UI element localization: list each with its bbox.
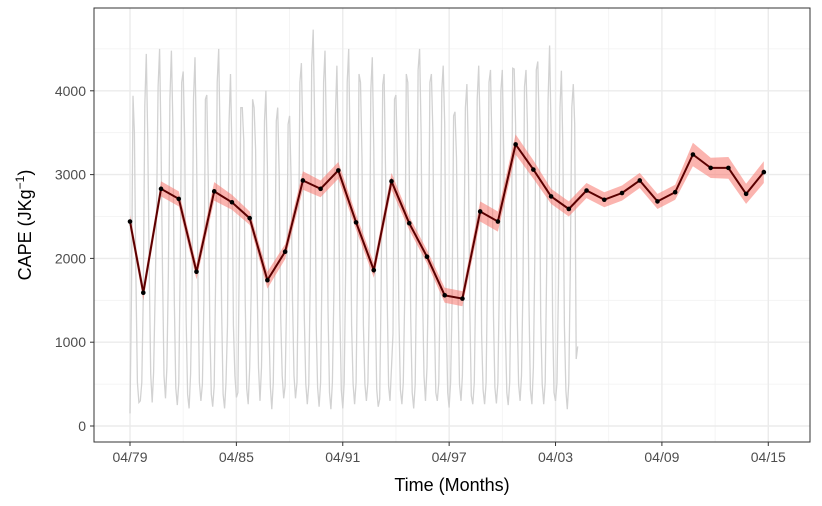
- x-tick-label: 04/03: [538, 449, 573, 465]
- x-tick-label: 04/09: [644, 449, 679, 465]
- annual-point: [336, 168, 341, 173]
- confidence-ribbon: [130, 134, 764, 307]
- panel-border: [93, 7, 811, 443]
- annual-point: [584, 188, 589, 193]
- annual-point: [389, 179, 394, 184]
- annual-point: [548, 194, 554, 199]
- annual-point: [655, 199, 660, 204]
- annual-point: [690, 152, 696, 157]
- y-axis-ticks: 0 1000 2000 3000 4000: [55, 83, 94, 434]
- annual-point: [176, 196, 182, 202]
- annual-point: [708, 165, 713, 171]
- annual-point: [229, 199, 235, 205]
- annual-point: [265, 277, 270, 283]
- y-tick-label: 1000: [55, 334, 86, 350]
- annual-point: [353, 220, 359, 225]
- annual-point: [513, 142, 518, 147]
- grid-major: [94, 8, 810, 442]
- annual-point: [601, 197, 607, 203]
- y-tick-label: 2000: [55, 250, 86, 266]
- annual-point: [424, 254, 430, 260]
- annual-point: [158, 186, 164, 192]
- annual-point: [460, 296, 465, 301]
- x-axis-title: Time (Months): [394, 475, 509, 495]
- annual-point: [247, 215, 252, 221]
- annual-point: [371, 267, 377, 273]
- annual-point: [619, 190, 625, 196]
- annual-point: [282, 249, 288, 254]
- y-tick-label: 0: [78, 418, 86, 434]
- annual-point: [127, 219, 133, 224]
- monthly-series-line: [129, 29, 579, 414]
- annual-point: [442, 292, 448, 298]
- panel-background: [94, 8, 810, 442]
- annual-point: [318, 186, 323, 192]
- y-axis-title-superscript: −1: [13, 175, 27, 189]
- y-axis-title: CAPE (JKg−1): [13, 170, 35, 281]
- annual-point: [211, 189, 217, 194]
- annual-point: [637, 178, 643, 183]
- annual-point: [140, 290, 146, 296]
- annual-point: [672, 189, 678, 195]
- grid-minor: [94, 8, 810, 442]
- annual-mean-points: [127, 142, 767, 301]
- y-tick-label: 3000: [55, 167, 86, 183]
- annual-point: [761, 169, 767, 175]
- annual-point: [495, 219, 501, 224]
- x-axis-ticks: 04/79 04/85 04/91 04/97 04/03 04/09 04/15: [112, 442, 786, 465]
- x-tick-label: 04/91: [325, 449, 360, 465]
- annual-point: [531, 167, 536, 172]
- annual-point: [743, 191, 749, 197]
- annual-point: [300, 178, 306, 183]
- annual-point: [406, 220, 412, 226]
- y-tick-label: 4000: [55, 83, 86, 99]
- annual-point: [566, 206, 572, 212]
- x-tick-label: 04/79: [112, 449, 147, 465]
- x-tick-label: 04/15: [751, 449, 786, 465]
- annual-point: [477, 209, 483, 214]
- annual-point: [194, 269, 199, 275]
- x-tick-label: 04/85: [219, 449, 254, 465]
- x-tick-label: 04/97: [432, 449, 467, 465]
- annual-point: [726, 165, 731, 171]
